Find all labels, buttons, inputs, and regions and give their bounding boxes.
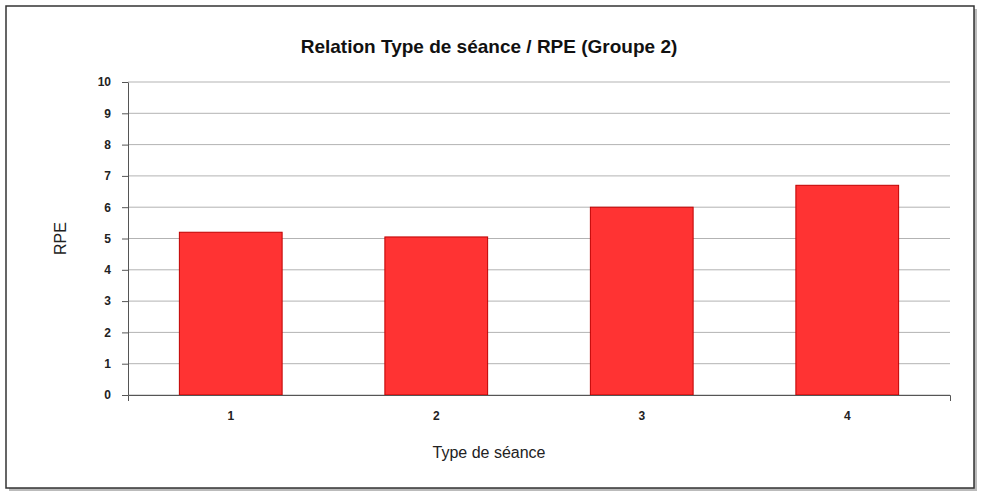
y-tick-label: 4 [104,263,111,277]
bars [179,185,898,395]
y-tick: 10 [98,75,128,89]
y-tick: 6 [104,201,128,215]
y-tick: 2 [104,326,128,340]
y-tick-mark [122,207,128,208]
y-tick: 8 [104,138,128,152]
y-tick: 1 [104,357,128,371]
x-tick-label: 4 [844,409,851,423]
bar [179,232,282,395]
bar [385,237,488,395]
x-axis: 1 2 3 4 [129,395,951,423]
y-tick-mark [122,270,128,271]
x-tick-label: 2 [433,409,440,423]
grid-line [128,113,950,114]
y-tick-label: 7 [104,169,111,183]
grid-line [128,144,950,145]
x-tick: 2 [433,395,440,423]
y-tick-mark [122,395,128,396]
y-tick: 3 [104,294,128,308]
grid-line [128,175,950,176]
y-tick-mark [122,239,128,240]
y-tick-label: 5 [104,232,111,246]
bar [590,207,693,395]
y-tick-mark [122,113,128,114]
y-tick: 9 [104,107,128,121]
y-tick: 4 [104,263,128,277]
x-axis-line [129,396,951,402]
y-tick-label: 9 [104,107,111,121]
y-tick-label: 10 [98,75,112,89]
title: Relation Type de séance / RPE (Groupe 2) [301,36,678,57]
y-tick-mark [122,82,128,83]
frame [6,6,974,488]
y-tick-label: 0 [104,388,111,402]
y-tick-mark [122,145,128,146]
y-tick-mark [122,301,128,302]
y-tick-label: 1 [104,357,111,371]
y-tick-mark [122,364,128,365]
y-tick-label: 6 [104,201,111,215]
grid-line [128,82,950,83]
y-tick: 0 [104,388,128,402]
x-tick: 3 [638,395,645,423]
y-axis-title: RPE [52,222,69,255]
x-tick-label: 1 [227,409,234,423]
y-tick: 7 [104,169,128,183]
y-tick-mark [122,176,128,177]
x-tick-label: 3 [638,409,645,423]
grid [128,82,950,395]
chart: 0 1 2 3 4 5 6 7 8 9 10 1 2 3 4 Relation Type de séance … [0,0,984,498]
y-tick-mark [122,332,128,333]
x-tick: 4 [844,395,851,423]
y-tick-label: 8 [104,138,111,152]
y-tick-label: 2 [104,326,111,340]
y-axis-line [128,83,129,396]
y-tick-label: 3 [104,294,111,308]
y-tick: 5 [104,232,128,246]
y-axis: 0 1 2 3 4 5 6 7 8 9 10 [98,75,129,402]
x-tick: 1 [227,395,234,423]
x-axis-title: Type de séance [433,444,546,461]
bar [796,185,899,395]
